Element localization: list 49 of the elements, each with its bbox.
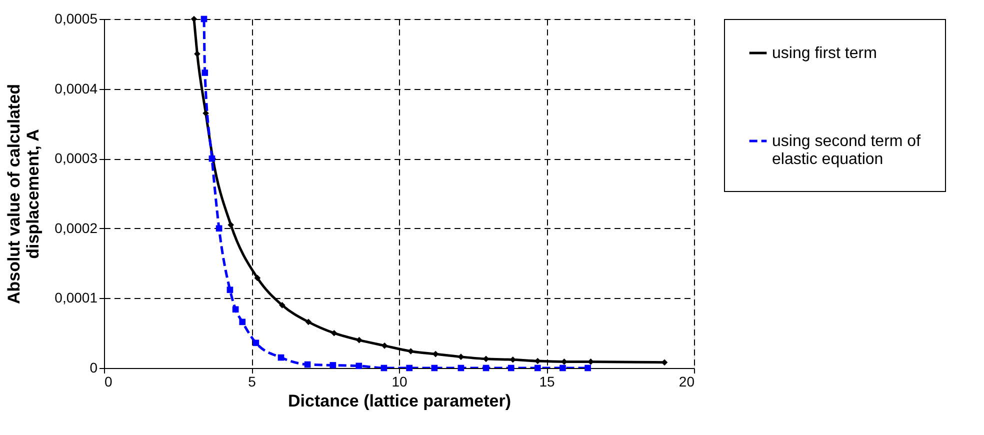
point xyxy=(584,364,591,372)
y-tick-label: 0 xyxy=(90,360,98,376)
point xyxy=(202,110,209,116)
point xyxy=(661,359,668,366)
y-axis-title: Absolut value of calculated displacement, A xyxy=(4,84,43,304)
point xyxy=(482,364,490,372)
point xyxy=(200,16,208,22)
point xyxy=(380,364,388,372)
y-tick-label: 0,0004 xyxy=(54,80,98,96)
point xyxy=(508,364,514,372)
point xyxy=(226,286,234,293)
point xyxy=(356,362,362,370)
point xyxy=(254,274,261,282)
point xyxy=(190,16,198,22)
point xyxy=(304,361,311,368)
point xyxy=(232,306,239,313)
y-tick-label: 0,0005 xyxy=(54,10,98,26)
x-tick-label: 5 xyxy=(248,374,256,390)
point xyxy=(216,225,222,232)
point xyxy=(482,356,490,362)
point xyxy=(406,364,412,372)
x-tick-label: 15 xyxy=(539,374,555,390)
point xyxy=(458,354,464,360)
x-tick-label: 10 xyxy=(392,374,408,390)
point xyxy=(458,364,464,372)
point xyxy=(534,364,541,372)
point xyxy=(381,342,388,349)
point xyxy=(252,340,260,346)
point xyxy=(228,222,234,228)
point xyxy=(202,70,208,76)
point xyxy=(305,318,312,326)
point xyxy=(330,362,336,368)
y-tick-label: 0,0001 xyxy=(54,290,98,306)
legend-label: using first term xyxy=(772,45,877,62)
y-tick-label: 0,0003 xyxy=(54,150,98,166)
point xyxy=(279,302,286,308)
point xyxy=(432,350,439,358)
point xyxy=(560,364,566,372)
x-tick-label: 0 xyxy=(104,374,112,390)
x-axis-title: Dictance (lattice parameter) xyxy=(288,392,511,410)
point xyxy=(239,318,246,326)
point xyxy=(431,364,438,372)
y-tick-label: 0,0002 xyxy=(54,220,98,236)
point xyxy=(278,354,284,361)
x-tick-label: 20 xyxy=(678,374,695,390)
point xyxy=(194,50,200,58)
point xyxy=(330,330,338,336)
legend-label: using second term of elastic equation xyxy=(772,133,922,168)
point xyxy=(356,336,362,344)
